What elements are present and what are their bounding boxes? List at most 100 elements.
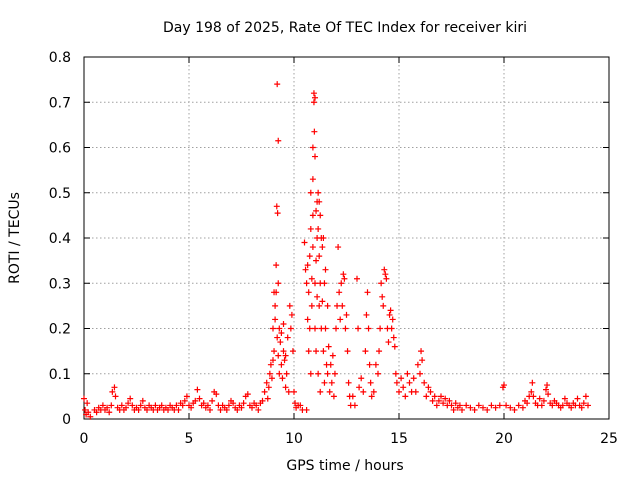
y-tick-label: 0 xyxy=(62,412,71,428)
data-point xyxy=(398,375,405,382)
data-point xyxy=(278,361,285,368)
data-point xyxy=(320,235,327,241)
data-point xyxy=(435,397,442,404)
data-point xyxy=(204,402,211,409)
data-point xyxy=(282,384,289,391)
data-point xyxy=(230,400,237,407)
data-point xyxy=(390,334,397,341)
data-point xyxy=(84,400,91,407)
data-point xyxy=(578,404,585,411)
data-points xyxy=(81,81,591,420)
data-point xyxy=(319,298,326,305)
data-point xyxy=(306,253,313,260)
grid-lines xyxy=(84,57,609,419)
data-point xyxy=(274,334,281,341)
data-point xyxy=(382,271,389,278)
data-point xyxy=(381,266,388,273)
data-point xyxy=(336,289,343,296)
data-point xyxy=(365,325,372,332)
data-point xyxy=(213,391,220,398)
data-point xyxy=(144,406,150,413)
data-point xyxy=(456,402,463,409)
data-point xyxy=(276,325,283,332)
data-point xyxy=(200,400,207,407)
y-tick-label: 0.6 xyxy=(49,141,71,157)
data-point xyxy=(324,302,331,309)
chart-title: Day 198 of 2025, Rate Of TEC Index for r… xyxy=(163,20,527,36)
data-point xyxy=(312,94,318,101)
data-point xyxy=(431,393,438,400)
data-point xyxy=(305,348,312,355)
data-point xyxy=(291,388,297,395)
data-point xyxy=(289,348,296,355)
data-point xyxy=(492,404,499,411)
data-point xyxy=(421,379,428,386)
x-tick-label: 5 xyxy=(185,431,194,447)
data-point xyxy=(82,406,89,413)
data-point xyxy=(137,402,144,409)
data-point xyxy=(519,404,526,411)
data-point xyxy=(356,384,363,391)
data-point xyxy=(484,406,491,413)
data-point xyxy=(380,302,387,309)
data-point xyxy=(274,81,281,88)
data-point xyxy=(270,325,276,332)
data-point xyxy=(438,393,444,400)
data-point xyxy=(388,325,395,332)
data-point xyxy=(459,406,465,413)
data-point xyxy=(549,402,556,409)
data-point xyxy=(433,402,440,409)
data-point xyxy=(452,400,459,407)
data-point xyxy=(372,361,379,368)
x-tick-label: 0 xyxy=(80,431,89,447)
data-point xyxy=(285,388,292,395)
data-point xyxy=(544,382,551,389)
data-point xyxy=(351,402,358,409)
data-point xyxy=(321,280,328,287)
y-tick-label: 0.2 xyxy=(49,322,71,338)
data-point xyxy=(540,397,547,404)
data-point xyxy=(343,311,350,318)
data-point xyxy=(275,352,282,359)
data-point xyxy=(337,316,344,323)
data-point xyxy=(580,400,587,407)
data-point xyxy=(471,406,478,413)
data-point xyxy=(282,352,289,359)
y-tick-label: 0.7 xyxy=(49,95,71,111)
data-point xyxy=(273,289,280,296)
data-point xyxy=(333,325,339,332)
data-point xyxy=(307,189,314,196)
data-point xyxy=(322,325,329,332)
data-point xyxy=(280,320,287,327)
data-point xyxy=(503,402,510,409)
x-tick-label: 20 xyxy=(495,431,513,447)
data-point xyxy=(419,357,426,364)
data-point xyxy=(317,212,324,219)
data-point xyxy=(326,388,333,395)
data-point xyxy=(311,128,318,135)
data-point xyxy=(276,370,283,377)
data-point xyxy=(165,406,171,413)
data-point xyxy=(330,393,337,400)
data-point xyxy=(367,379,374,386)
data-point xyxy=(273,262,280,269)
data-point xyxy=(129,402,136,409)
data-point xyxy=(280,348,287,355)
data-point xyxy=(375,370,381,377)
data-point xyxy=(442,395,449,402)
data-point xyxy=(338,280,345,287)
data-point xyxy=(378,280,385,287)
data-point xyxy=(410,375,417,382)
data-point xyxy=(275,137,282,144)
data-point xyxy=(183,393,190,400)
data-point xyxy=(292,400,299,407)
data-point xyxy=(104,404,111,411)
data-point xyxy=(448,402,455,409)
data-point xyxy=(284,334,291,341)
data-point xyxy=(209,397,216,404)
data-point xyxy=(270,357,276,364)
data-point xyxy=(255,406,262,413)
data-point xyxy=(125,400,132,407)
data-point xyxy=(135,406,142,413)
data-point xyxy=(274,210,281,217)
